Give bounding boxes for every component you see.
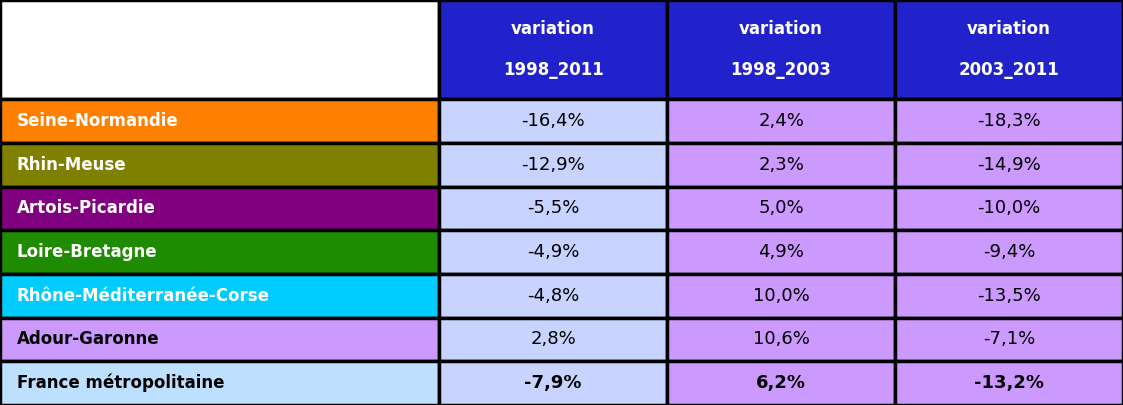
Bar <box>0 0 439 99</box>
Text: -14,9%: -14,9% <box>977 156 1041 174</box>
Bar <box>439 99 667 143</box>
Text: 6,2%: 6,2% <box>756 374 806 392</box>
Text: -9,4%: -9,4% <box>983 243 1035 261</box>
Bar <box>0 143 439 187</box>
Text: -13,5%: -13,5% <box>977 287 1041 305</box>
Text: Rhin-Meuse: Rhin-Meuse <box>17 156 127 174</box>
Bar <box>0 230 439 274</box>
Bar <box>667 187 895 230</box>
Bar <box>439 143 667 187</box>
Bar <box>0 318 439 361</box>
Text: 10,6%: 10,6% <box>752 330 810 348</box>
Bar <box>667 0 895 99</box>
Bar <box>895 318 1123 361</box>
Bar <box>439 318 667 361</box>
Bar <box>895 230 1123 274</box>
Text: -16,4%: -16,4% <box>521 112 585 130</box>
Text: -13,2%: -13,2% <box>974 374 1044 392</box>
Text: 2,3%: 2,3% <box>758 156 804 174</box>
Text: 2,4%: 2,4% <box>758 112 804 130</box>
Text: France métropolitaine: France métropolitaine <box>17 374 225 392</box>
Text: 2,8%: 2,8% <box>530 330 576 348</box>
Bar <box>439 187 667 230</box>
Bar <box>895 361 1123 405</box>
Bar <box>895 274 1123 318</box>
Bar <box>0 99 439 143</box>
Bar <box>439 230 667 274</box>
Text: Artois-Picardie: Artois-Picardie <box>17 199 156 217</box>
Bar <box>895 143 1123 187</box>
Bar <box>439 0 667 99</box>
Bar <box>895 187 1123 230</box>
Bar <box>667 318 895 361</box>
Text: 10,0%: 10,0% <box>752 287 810 305</box>
Text: -4,8%: -4,8% <box>527 287 579 305</box>
Text: -7,1%: -7,1% <box>983 330 1035 348</box>
Text: Rhône-Méditerranée-Corse: Rhône-Méditerranée-Corse <box>17 287 270 305</box>
Bar <box>439 361 667 405</box>
Bar <box>439 274 667 318</box>
Text: -12,9%: -12,9% <box>521 156 585 174</box>
Bar <box>667 143 895 187</box>
Bar <box>895 99 1123 143</box>
Bar <box>667 274 895 318</box>
Text: variation

1998_2003: variation 1998_2003 <box>731 20 831 79</box>
Bar <box>0 274 439 318</box>
Text: -4,9%: -4,9% <box>527 243 579 261</box>
Bar <box>0 187 439 230</box>
Bar <box>667 99 895 143</box>
Text: Seine-Normandie: Seine-Normandie <box>17 112 179 130</box>
Text: Adour-Garonne: Adour-Garonne <box>17 330 159 348</box>
Text: -5,5%: -5,5% <box>527 199 579 217</box>
Text: 4,9%: 4,9% <box>758 243 804 261</box>
Bar <box>895 0 1123 99</box>
Bar <box>0 361 439 405</box>
Text: variation

1998_2011: variation 1998_2011 <box>503 20 603 79</box>
Text: variation

2003_2011: variation 2003_2011 <box>959 20 1059 79</box>
Text: -7,9%: -7,9% <box>524 374 582 392</box>
Bar <box>667 361 895 405</box>
Bar <box>667 230 895 274</box>
Text: -10,0%: -10,0% <box>977 199 1041 217</box>
Text: -18,3%: -18,3% <box>977 112 1041 130</box>
Text: Loire-Bretagne: Loire-Bretagne <box>17 243 157 261</box>
Text: 5,0%: 5,0% <box>758 199 804 217</box>
